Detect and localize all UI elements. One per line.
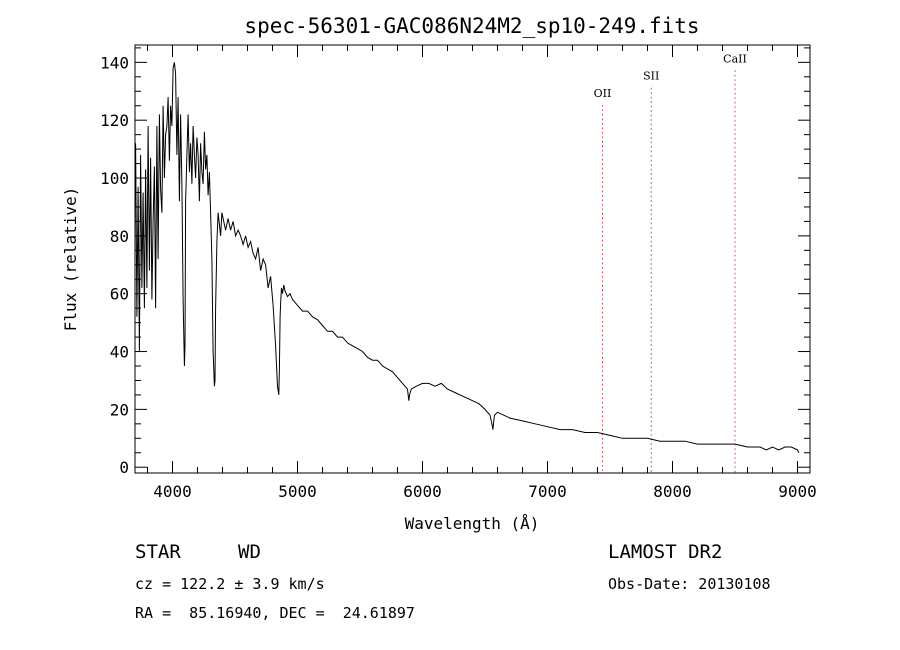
- y-tick-label: 0: [119, 458, 129, 477]
- y-tick-label: 40: [110, 343, 129, 362]
- y-tick-label: 20: [110, 400, 129, 419]
- x-tick-label: 5000: [278, 482, 317, 501]
- y-tick-label: 100: [100, 169, 129, 188]
- emission-line-label: OII: [594, 87, 612, 100]
- emission-line-label: SII: [643, 70, 659, 83]
- y-tick-label: 120: [100, 111, 129, 130]
- ra-dec-coordinates: RA = 85.16940, DEC = 24.61897: [135, 604, 415, 622]
- observation-date: Obs-Date: 20130108: [608, 575, 771, 593]
- y-tick-label: 60: [110, 285, 129, 304]
- x-tick-label: 8000: [653, 482, 692, 501]
- spectrum-series-line: [135, 62, 800, 454]
- x-axis-label: Wavelength (Å): [405, 514, 540, 533]
- object-class: STAR: [135, 541, 181, 563]
- object-subclass: WD: [238, 541, 261, 563]
- emission-lines: OII SII CaII: [594, 52, 747, 473]
- y-tick-label: 140: [100, 53, 129, 72]
- y-tick-label: 80: [110, 227, 129, 246]
- redshift-cz: cz = 122.2 ± 3.9 km/s: [135, 575, 325, 593]
- plot-frame: [134, 44, 811, 474]
- axis-ticks: 4000 5000 6000 7000 8000 9000 0 20 40 60 80 100 120 1…: [100, 45, 817, 501]
- x-tick-label: 9000: [778, 482, 817, 501]
- x-tick-label: 6000: [403, 482, 442, 501]
- x-tick-label: 4000: [153, 482, 192, 501]
- chart-title: spec-56301-GAC086N24M2_sp10-249.fits: [244, 14, 699, 38]
- x-tick-label: 7000: [528, 482, 567, 501]
- emission-line-label: CaII: [723, 52, 747, 65]
- survey-name: LAMOST DR2: [608, 541, 723, 563]
- y-axis-label: Flux (relative): [61, 187, 80, 332]
